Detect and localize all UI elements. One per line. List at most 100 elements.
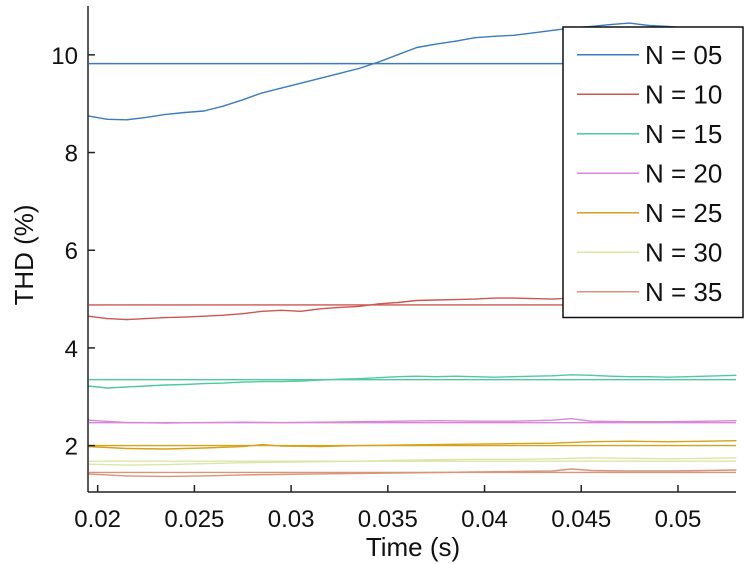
data-point: [571, 468, 573, 470]
data-point: [126, 386, 128, 388]
data-point: [435, 299, 437, 301]
legend-box: [562, 26, 744, 319]
data-point: [203, 422, 205, 424]
data-point: [358, 378, 360, 380]
data-point: [706, 440, 708, 442]
data-point: [145, 116, 147, 118]
data-point: [474, 376, 476, 378]
data-point: [203, 475, 205, 477]
data-point: [222, 105, 224, 107]
data-point: [396, 472, 399, 474]
data-point: [184, 111, 186, 114]
data-point: [735, 374, 737, 376]
data-point: [300, 380, 302, 382]
data-point: [358, 460, 360, 462]
data-point: [319, 308, 321, 310]
data-point: [551, 29, 553, 31]
data-point: [513, 376, 515, 378]
data-point: [706, 469, 708, 472]
data-point: [667, 470, 669, 472]
data-point: [590, 420, 592, 422]
legend-label: N = 30: [645, 237, 722, 267]
data-point: [435, 420, 437, 422]
data-point: [280, 381, 282, 383]
data-point: [242, 462, 244, 464]
data-point: [222, 314, 224, 316]
data-point: [126, 447, 128, 450]
data-point: [300, 82, 302, 84]
data-point: [396, 54, 399, 56]
data-point: [648, 376, 650, 378]
series-line: [87, 374, 737, 389]
data-point: [571, 374, 573, 376]
data-point: [280, 87, 282, 89]
legend-label: N = 10: [645, 79, 722, 109]
data-point: [396, 301, 399, 304]
data-point: [338, 378, 341, 380]
data-point: [242, 313, 244, 315]
data-point: [493, 376, 495, 378]
data-point: [435, 471, 437, 474]
data-point: [242, 446, 244, 448]
data-point: [358, 305, 360, 307]
data-point: [242, 421, 244, 423]
data-point: [551, 470, 553, 472]
data-point: [203, 383, 205, 385]
data-point: [106, 318, 108, 320]
data-point: [416, 46, 418, 49]
data-point: [435, 459, 437, 461]
x-ticks: 0.02 0.025 0.03 0.035 0.04 0.045 0.05: [74, 485, 701, 533]
plot-area: [87, 22, 737, 478]
y-axis-title: THD (%): [9, 204, 39, 305]
data-point: [106, 118, 108, 120]
data-point: [551, 442, 553, 444]
data-point: [667, 376, 669, 378]
data-point: [513, 443, 515, 445]
data-point: [377, 61, 379, 63]
data-point: [590, 469, 592, 472]
x-tick-label: 0.035: [358, 506, 418, 533]
data-point: [164, 464, 166, 466]
data-point: [513, 297, 515, 299]
data-point: [126, 422, 128, 424]
y-tick-label: 2: [65, 434, 78, 461]
data-point: [571, 418, 573, 420]
data-point: [377, 377, 379, 379]
data-point: [261, 92, 263, 94]
data-point: [590, 441, 592, 443]
data-point: [629, 376, 631, 378]
data-point: [687, 376, 689, 378]
series-line: [87, 457, 737, 466]
data-point: [203, 315, 205, 317]
series-lines: [87, 22, 737, 478]
data-point: [164, 448, 166, 450]
data-point: [474, 37, 476, 39]
data-point: [551, 458, 553, 460]
data-point: [126, 475, 128, 477]
data-point: [532, 375, 534, 377]
data-point: [513, 458, 515, 460]
data-point: [609, 24, 611, 26]
data-point: [735, 440, 737, 442]
data-point: [416, 299, 418, 302]
data-point: [474, 458, 476, 460]
data-point: [474, 420, 476, 422]
data-point: [435, 376, 437, 378]
x-axis-title: Time (s): [366, 532, 460, 562]
legend-label: N = 25: [645, 198, 722, 228]
data-point: [590, 457, 592, 459]
data-point: [532, 32, 534, 34]
data-point: [735, 469, 737, 471]
data-point: [513, 420, 515, 422]
data-point: [164, 422, 166, 424]
data-point: [435, 444, 437, 446]
data-point: [358, 421, 360, 423]
y-tick-label: 8: [65, 141, 78, 168]
data-point: [338, 306, 341, 308]
data-point: [300, 310, 302, 312]
data-point: [242, 381, 244, 383]
data-point: [358, 445, 360, 447]
data-point: [126, 119, 128, 121]
data-point: [164, 113, 166, 115]
